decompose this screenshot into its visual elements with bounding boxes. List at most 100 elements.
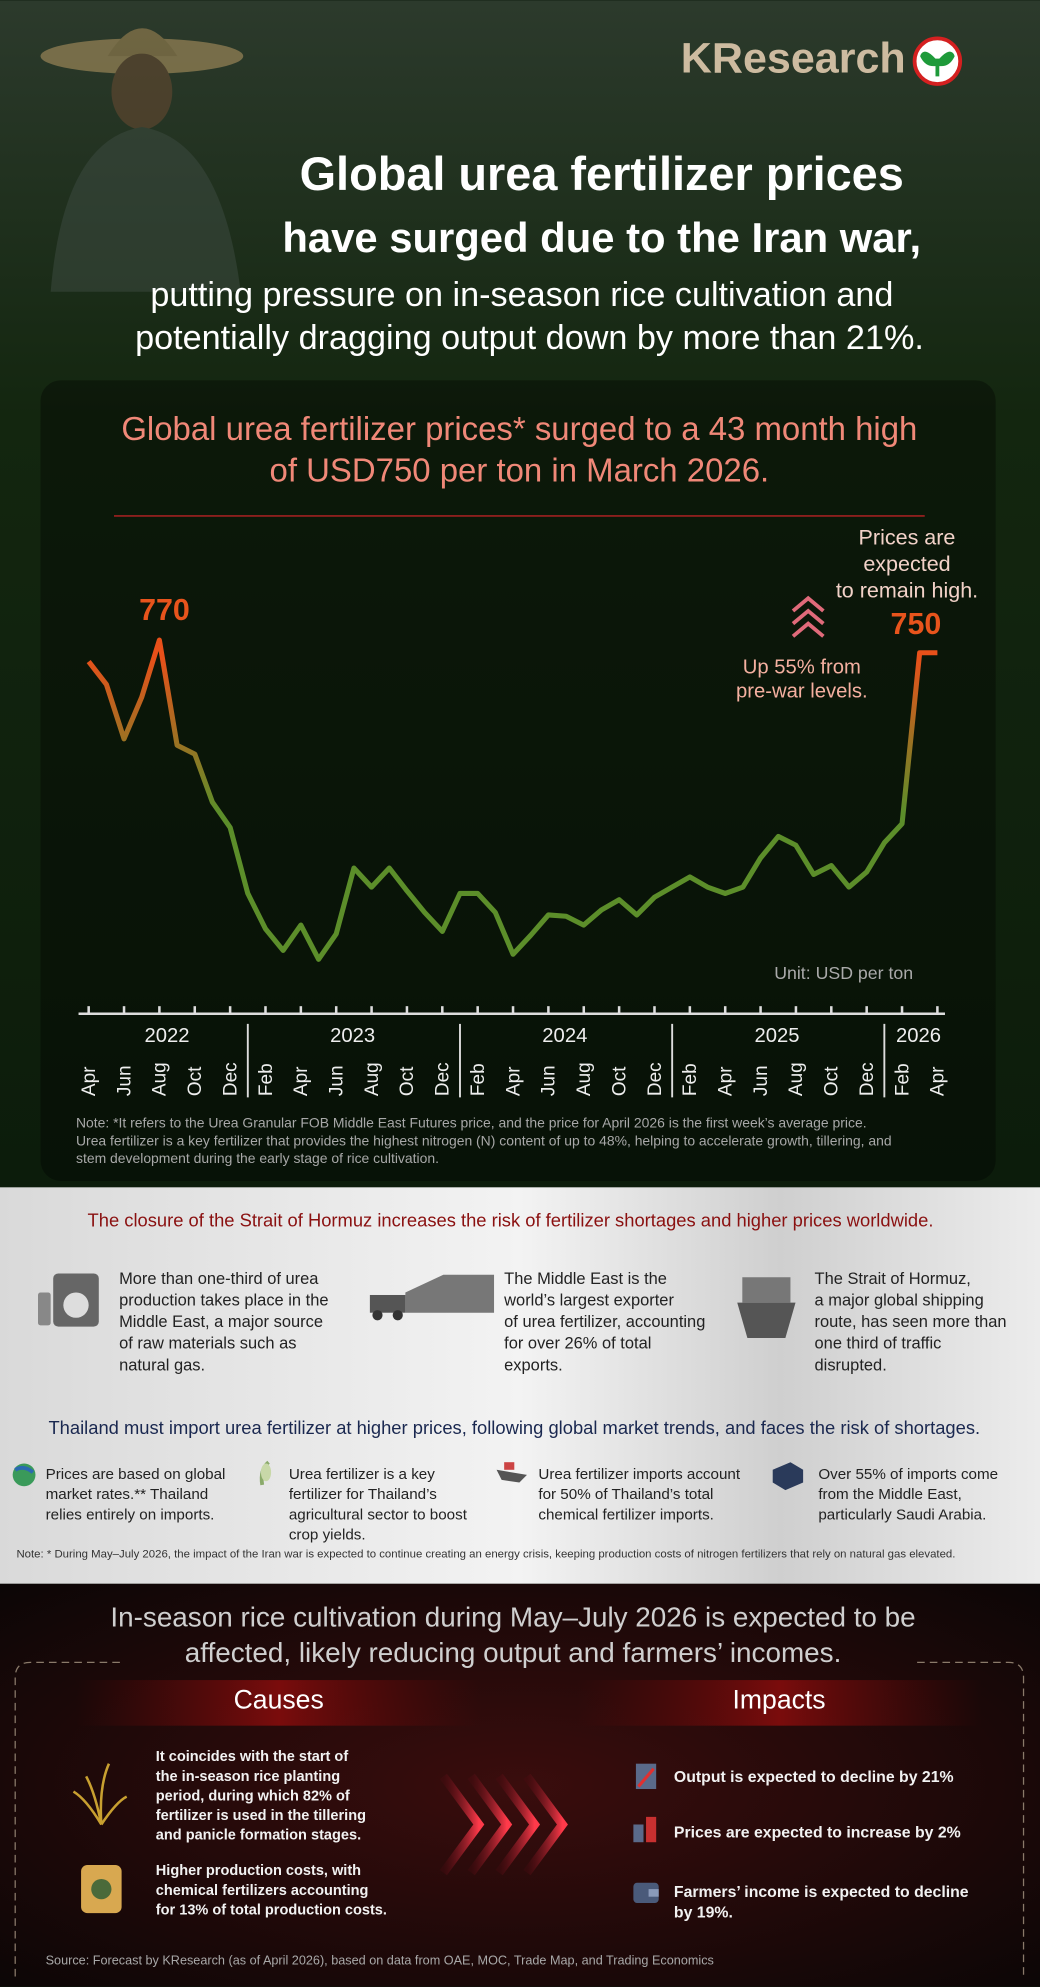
year-label: 2025 — [754, 1025, 799, 1047]
sack-icon — [91, 1878, 112, 1900]
fact-text: The Middle East is the — [504, 1270, 667, 1288]
sack-icon — [81, 1865, 122, 1914]
x-tick-label: Jun — [326, 1065, 347, 1096]
year-label: 2026 — [896, 1025, 941, 1047]
farmer-silhouette — [111, 53, 173, 130]
ship-icon — [742, 1277, 791, 1303]
output-icon — [637, 1767, 655, 1788]
fact-text: a major global shipping — [815, 1292, 984, 1310]
cause-text: period, during which 82% of — [156, 1788, 350, 1804]
unit-label: Unit: USD per ton — [774, 963, 913, 983]
chevrons — [523, 1773, 568, 1876]
section-heading: The closure of the Strait of Hormuz incr… — [88, 1209, 934, 1230]
x-tick-label: Apr — [79, 1066, 100, 1096]
chart-note: Note: *It refers to the Urea Granular FO… — [76, 1115, 867, 1131]
value-label: 750 — [891, 607, 942, 641]
change-note: Up 55% from — [743, 656, 861, 678]
x-tick-label: Aug — [574, 1062, 595, 1096]
fact-text: crop yields. — [289, 1527, 366, 1544]
chart-panel — [40, 380, 996, 1181]
container-icon — [772, 1462, 804, 1491]
fact-text: for over 26% of total — [504, 1335, 651, 1353]
wallet-icon — [648, 1889, 659, 1897]
x-tick-label: Dec — [433, 1062, 454, 1096]
year-label: 2023 — [330, 1025, 375, 1047]
x-tick-label: Jun — [114, 1065, 135, 1096]
x-tick-label: Jun — [751, 1065, 772, 1096]
dashed-frame — [14, 1661, 1025, 1977]
x-tick-label: Aug — [150, 1062, 171, 1096]
fact-text: Over 55% of imports come — [818, 1466, 998, 1483]
x-tick-label: Dec — [645, 1062, 666, 1096]
plant-icon — [259, 1460, 272, 1486]
headline: Global urea fertilizer prices — [300, 148, 904, 200]
source-note: Source: Forecast by KResearch (as of Apr… — [46, 1954, 714, 1968]
cause-text: Higher production costs, with — [156, 1863, 361, 1879]
fact-text: particularly Saudi Arabia. — [818, 1506, 986, 1523]
impact-text: by 19%. — [674, 1904, 733, 1921]
fact-text: Urea fertilizer is a key — [289, 1466, 435, 1483]
globe-icon — [12, 1463, 36, 1487]
fertilizer-can-icon — [38, 1273, 99, 1327]
rice-icon — [72, 1790, 103, 1826]
boat-icon — [496, 1462, 527, 1483]
up-arrows — [791, 621, 825, 638]
fact-text: exports. — [504, 1356, 563, 1374]
impact-text: Prices are expected to increase by 2% — [674, 1825, 961, 1842]
fact-text: from the Middle East, — [818, 1486, 962, 1503]
middle-background — [0, 1187, 1040, 1584]
fact-text: agricultural sector to boost — [289, 1506, 468, 1523]
fertilizer-can-icon — [38, 1292, 51, 1326]
chart-title: Global urea fertilizer prices* surged to… — [121, 410, 917, 447]
wallet-icon — [633, 1882, 659, 1904]
warehouse-icon — [372, 1310, 383, 1321]
fact-text: fertilizer for Thailand’s — [289, 1486, 437, 1503]
globe-icon — [14, 1465, 35, 1474]
kresearch-logo — [912, 36, 963, 86]
x-tick-label: Apr — [291, 1066, 312, 1096]
chevrons — [495, 1773, 541, 1876]
x-tick-label: Aug — [786, 1062, 807, 1096]
x-tick-label: Apr — [715, 1066, 736, 1096]
fact-text: of raw materials such as — [119, 1335, 296, 1353]
brand-name: KResearch — [681, 35, 906, 83]
container-icon — [772, 1462, 804, 1491]
fact-text: market rates.** Thailand — [46, 1486, 209, 1503]
cause-text: chemical fertilizers accounting — [156, 1883, 369, 1899]
cause-text: It coincides with the start of — [156, 1749, 349, 1765]
section-note: Note: * During May–July 2026, the impact… — [16, 1549, 955, 1561]
warehouse-icon — [369, 1274, 495, 1321]
causes-band — [76, 1680, 482, 1726]
x-tick-label: Oct — [397, 1066, 418, 1096]
headline: potentially dragging output down by more… — [135, 319, 924, 357]
x-tick-label: Feb — [892, 1063, 913, 1096]
ship-icon — [737, 1277, 796, 1339]
fact-text: one third of traffic — [815, 1335, 942, 1353]
fact-text: natural gas. — [119, 1356, 205, 1374]
cause-text: and panicle formation stages. — [156, 1828, 361, 1844]
column-title: Causes — [234, 1685, 324, 1715]
rice-icon — [72, 1763, 128, 1826]
fact-text: Prices are based on global — [46, 1466, 226, 1483]
ship-icon — [737, 1302, 796, 1339]
change-note: pre-war levels. — [736, 680, 868, 702]
kresearch-logo — [920, 51, 955, 77]
outlook-note: to remain high. — [836, 579, 978, 603]
rice-icon — [85, 1775, 103, 1825]
boat-icon — [496, 1469, 527, 1483]
farmer-silhouette — [40, 28, 244, 292]
fact-text: route, has seen more than — [815, 1313, 1007, 1331]
fact-text: of urea fertilizer, accounting — [504, 1313, 705, 1331]
price-icon — [646, 1816, 657, 1843]
up-arrows — [791, 595, 825, 613]
output-icon — [635, 1763, 657, 1790]
fact-text: The Strait of Hormuz, — [815, 1270, 971, 1288]
fact-text: disrupted. — [815, 1356, 887, 1374]
headline: putting pressure on in-season rice culti… — [150, 276, 893, 314]
fact-text: Middle East, a major source — [119, 1313, 323, 1331]
cause-text: the in-season rice planting — [156, 1769, 340, 1785]
chart-note: Urea fertilizer is a key fertilizer that… — [76, 1132, 892, 1148]
